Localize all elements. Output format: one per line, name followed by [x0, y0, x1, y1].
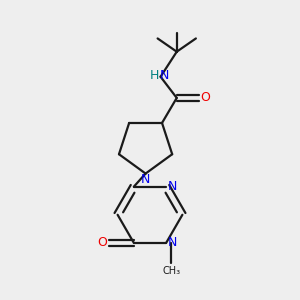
Text: H: H [149, 69, 159, 82]
Text: O: O [200, 92, 210, 104]
Text: N: N [168, 236, 177, 249]
Text: N: N [141, 173, 150, 186]
Text: O: O [98, 236, 107, 249]
Text: N: N [159, 69, 169, 82]
Text: N: N [168, 180, 177, 193]
Text: CH₃: CH₃ [162, 266, 181, 276]
